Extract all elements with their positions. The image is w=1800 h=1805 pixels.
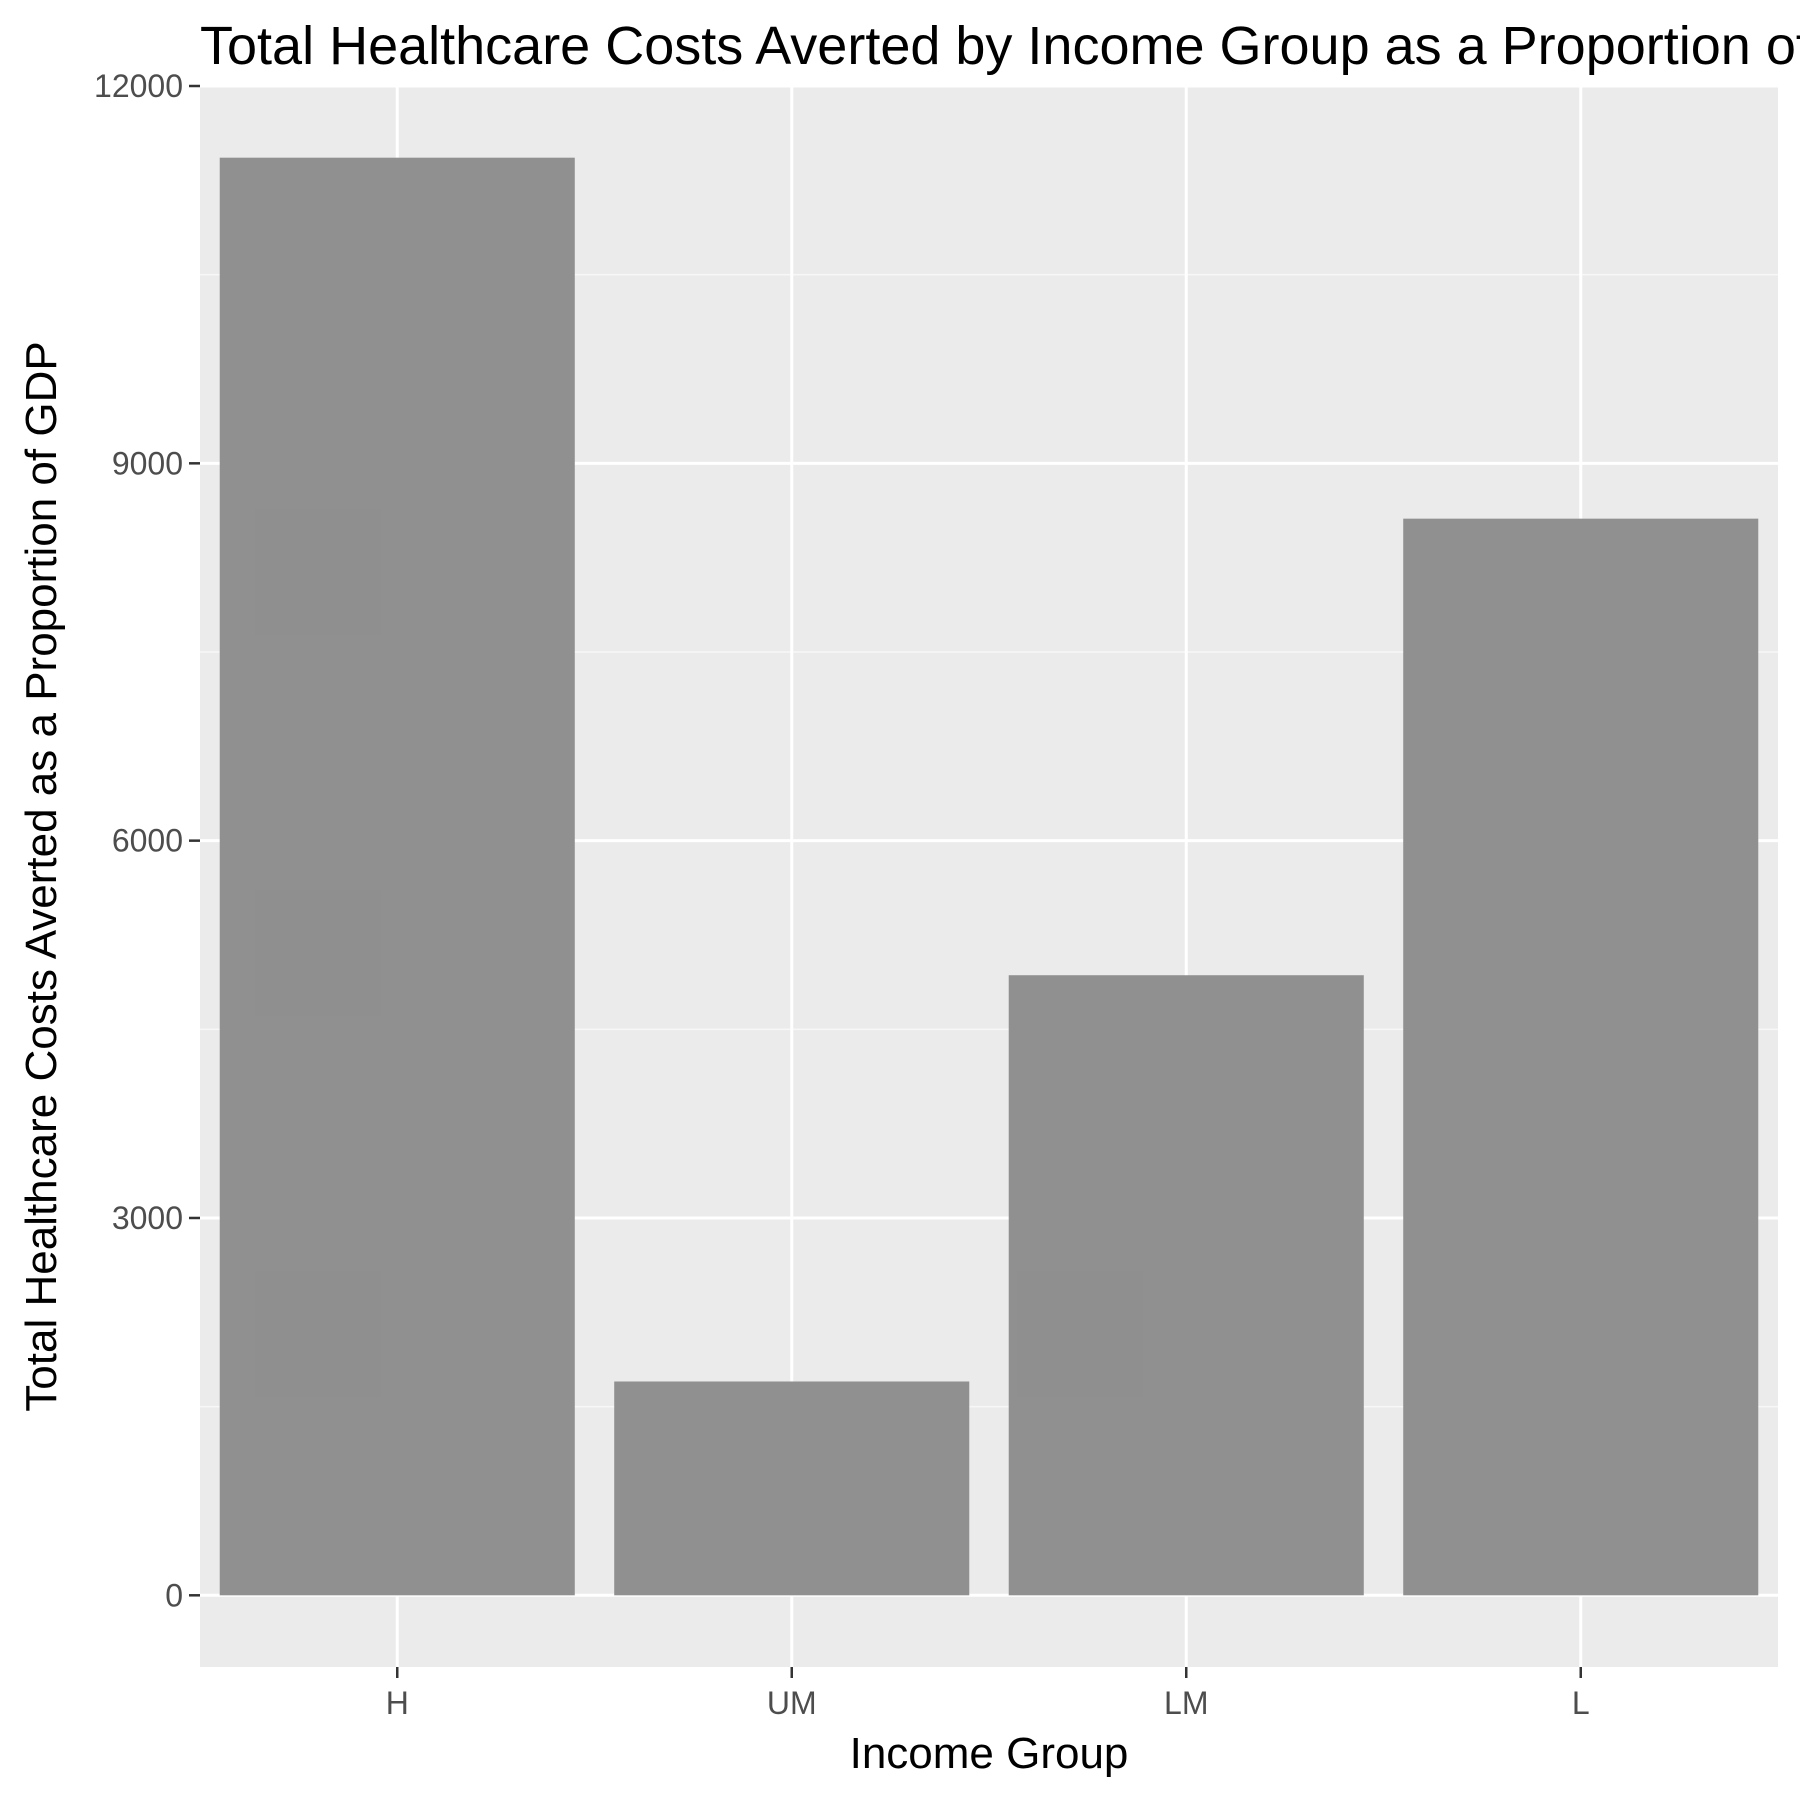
y-axis-title: Total Healthcare Costs Averted as a Prop… xyxy=(17,341,66,1411)
bar-LM xyxy=(1008,975,1364,1596)
bar-L xyxy=(1403,518,1759,1596)
y-tick-label: 3000 xyxy=(112,1200,183,1236)
y-tick-label: 6000 xyxy=(112,823,183,859)
y-tick-label: 0 xyxy=(165,1577,183,1613)
x-tick-label: UM xyxy=(767,1685,817,1721)
bar-UM xyxy=(614,1381,970,1596)
axes: 0 3000 6000 9000 12000 H UM LM L xyxy=(94,68,1590,1721)
x-axis-title: Income Group xyxy=(850,1729,1129,1778)
bars xyxy=(219,157,1759,1596)
x-tick-label: H xyxy=(386,1685,409,1721)
x-tick-label: L xyxy=(1572,1685,1590,1721)
bar-H xyxy=(219,157,575,1596)
x-tick-label: LM xyxy=(1164,1685,1208,1721)
y-tick-label: 9000 xyxy=(112,445,183,481)
chart-title: Total Healthcare Costs Averted by Income… xyxy=(200,16,1800,76)
y-tick-label: 12000 xyxy=(94,68,183,104)
